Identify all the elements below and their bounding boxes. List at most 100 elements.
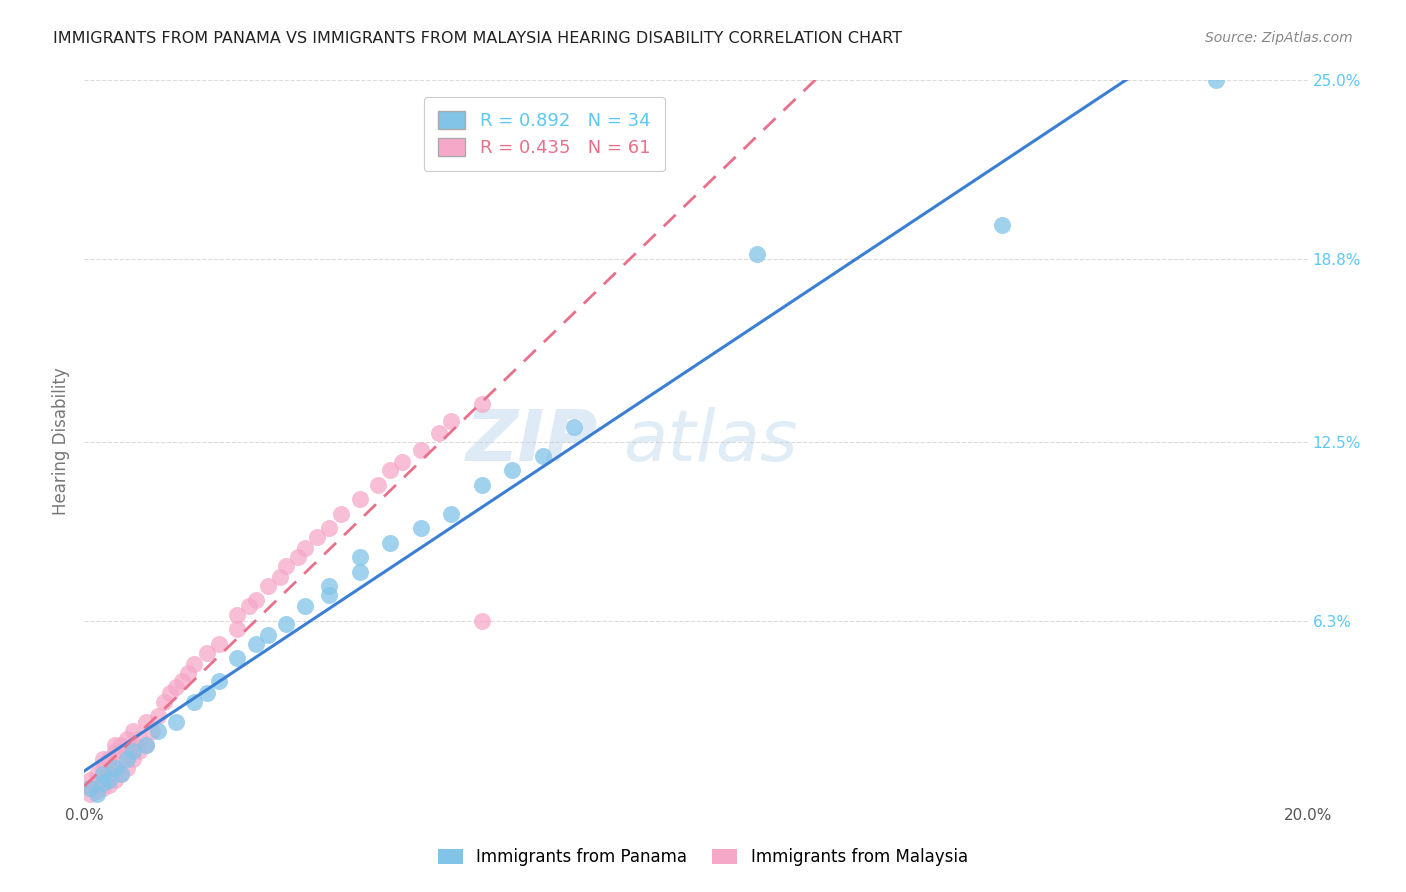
Point: [110, 752, 132, 766]
Point: [226, 651, 249, 665]
Point: [502, 463, 524, 477]
Point: [128, 732, 150, 747]
Point: [409, 443, 432, 458]
Point: [115, 752, 138, 766]
Point: [91, 767, 114, 781]
Legend: R = 0.892   N = 34, R = 0.435   N = 61: R = 0.892 N = 34, R = 0.435 N = 61: [423, 96, 665, 171]
Point: [226, 623, 249, 637]
Point: [318, 588, 340, 602]
Point: [165, 714, 187, 729]
Point: [276, 616, 298, 631]
Point: [115, 744, 138, 758]
Point: [135, 738, 157, 752]
Point: [104, 772, 127, 787]
Point: [115, 761, 138, 775]
Point: [97, 772, 120, 787]
Point: [287, 550, 309, 565]
Point: [110, 767, 132, 781]
Point: [195, 686, 218, 700]
Point: [97, 752, 120, 766]
Point: [97, 779, 120, 793]
Point: [141, 723, 163, 738]
Point: [91, 761, 114, 775]
Point: [79, 772, 101, 787]
Point: [110, 738, 132, 752]
Point: [318, 579, 340, 593]
Point: [183, 695, 205, 709]
Point: [104, 761, 127, 775]
Point: [305, 530, 328, 544]
Point: [128, 744, 150, 758]
Point: [409, 521, 432, 535]
Y-axis label: Hearing Disability: Hearing Disability: [52, 368, 70, 516]
Point: [110, 767, 132, 781]
Text: Source: ZipAtlas.com: Source: ZipAtlas.com: [1205, 31, 1353, 45]
Point: [122, 723, 145, 738]
Point: [238, 599, 260, 614]
Point: [91, 781, 114, 796]
Point: [91, 775, 114, 789]
Point: [427, 425, 450, 440]
Point: [349, 550, 371, 565]
Point: [104, 738, 127, 752]
Point: [97, 767, 120, 781]
Point: [318, 521, 340, 535]
Point: [269, 570, 291, 584]
Point: [91, 752, 114, 766]
Point: [276, 558, 298, 573]
Point: [159, 686, 181, 700]
Point: [226, 607, 249, 622]
Point: [440, 414, 463, 428]
Point: [177, 665, 200, 680]
Point: [349, 565, 371, 579]
Point: [991, 218, 1014, 232]
Text: ZIP: ZIP: [465, 407, 598, 476]
Point: [380, 463, 402, 477]
Point: [471, 614, 494, 628]
Text: IMMIGRANTS FROM PANAMA VS IMMIGRANTS FROM MALAYSIA HEARING DISABILITY CORRELATIO: IMMIGRANTS FROM PANAMA VS IMMIGRANTS FRO…: [53, 31, 903, 46]
Point: [257, 628, 280, 642]
Point: [471, 478, 494, 492]
Point: [146, 723, 169, 738]
Legend: Immigrants from Panama, Immigrants from Malaysia: Immigrants from Panama, Immigrants from …: [432, 842, 974, 873]
Point: [165, 680, 187, 694]
Point: [440, 507, 463, 521]
Point: [391, 455, 413, 469]
Text: atlas: atlas: [623, 407, 797, 476]
Point: [1205, 73, 1227, 87]
Point: [146, 709, 169, 723]
Point: [104, 744, 127, 758]
Point: [79, 781, 101, 796]
Point: [562, 420, 585, 434]
Point: [86, 779, 108, 793]
Point: [91, 772, 114, 787]
Point: [330, 507, 353, 521]
Point: [135, 714, 157, 729]
Point: [349, 492, 371, 507]
Point: [115, 732, 138, 747]
Point: [294, 599, 316, 614]
Point: [172, 674, 194, 689]
Point: [294, 541, 316, 556]
Point: [208, 637, 231, 651]
Point: [104, 761, 127, 775]
Point: [122, 744, 145, 758]
Point: [471, 397, 494, 411]
Point: [367, 478, 389, 492]
Point: [183, 657, 205, 671]
Point: [153, 695, 176, 709]
Point: [86, 787, 108, 801]
Point: [257, 579, 280, 593]
Point: [195, 646, 218, 660]
Point: [747, 246, 769, 260]
Point: [380, 535, 402, 549]
Point: [208, 674, 231, 689]
Point: [79, 781, 101, 796]
Point: [245, 637, 267, 651]
Point: [531, 449, 554, 463]
Point: [79, 787, 101, 801]
Point: [86, 767, 108, 781]
Point: [86, 784, 108, 798]
Point: [135, 738, 157, 752]
Point: [122, 752, 145, 766]
